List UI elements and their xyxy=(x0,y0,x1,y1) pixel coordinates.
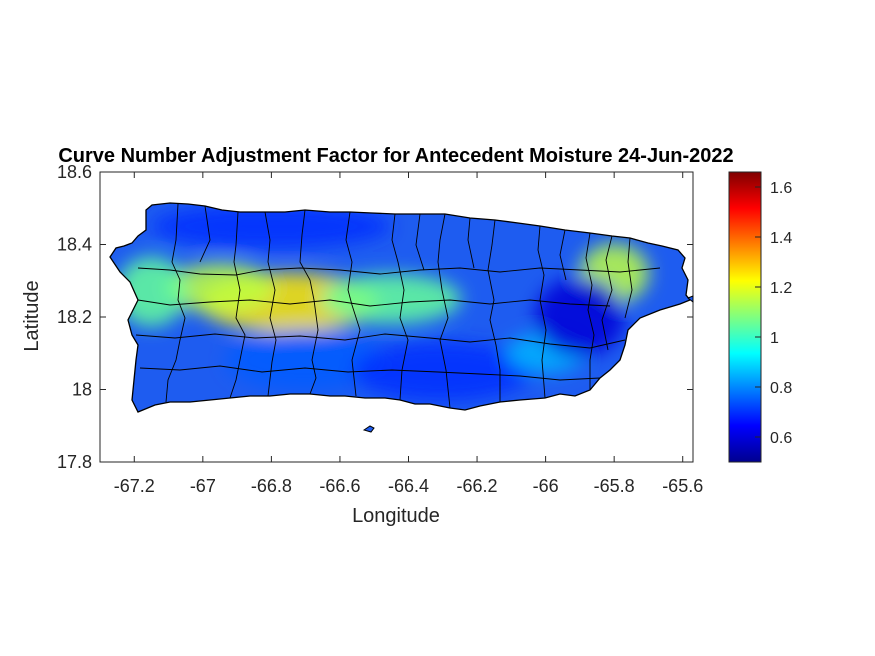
x-tick-label: -65.8 xyxy=(594,476,635,496)
municipal-boundary xyxy=(624,237,633,319)
x-tick-label: -66.2 xyxy=(457,476,498,496)
municipal-boundary xyxy=(391,213,409,401)
municipal-boundary xyxy=(415,213,425,271)
colorbar-tick-label: 0.6 xyxy=(770,430,792,447)
municipal-boundary xyxy=(467,217,475,269)
x-tick-label: -65.6 xyxy=(662,476,703,496)
island-field xyxy=(110,203,690,412)
y-tick-label: 17.8 xyxy=(57,452,92,472)
municipal-boundary xyxy=(264,211,277,397)
x-axis: -67.2 -67 -66.8 -66.6 -66.4 -66.2 -66 -65.8 -65.… xyxy=(114,172,703,496)
y-axis-label: Latitude xyxy=(21,280,43,351)
islet-vieques-edge xyxy=(687,295,694,304)
colorbar-tick-label: 1.4 xyxy=(770,230,792,247)
municipal-boundary xyxy=(137,299,611,307)
municipal-boundaries xyxy=(135,203,661,409)
municipal-boundary xyxy=(559,229,567,281)
field-blob xyxy=(151,204,392,249)
field-blob xyxy=(534,277,625,357)
colorbar-gradient xyxy=(728,171,762,463)
municipal-boundary xyxy=(137,267,661,276)
y-tick-label: 18.2 xyxy=(57,307,92,327)
x-axis-label: Longitude xyxy=(352,505,440,527)
colorbar-tick-label: 1.2 xyxy=(770,280,792,297)
municipal-boundary xyxy=(139,365,601,381)
municipal-boundary xyxy=(229,211,246,399)
islet-caja-de-muerto xyxy=(362,425,375,433)
municipal-boundary xyxy=(537,225,547,399)
municipal-boundary xyxy=(487,219,501,402)
field-blob xyxy=(352,341,533,402)
x-tick-label: -67 xyxy=(190,476,216,496)
colorbar-tick-label: 1.6 xyxy=(770,180,792,197)
municipal-boundary xyxy=(437,213,451,409)
field-blob xyxy=(225,330,386,391)
municipal-boundary xyxy=(345,211,361,397)
y-axis: 17.8 18 18.2 18.4 18.6 xyxy=(57,162,693,472)
municipal-boundary xyxy=(199,205,211,263)
x-tick-label: -66 xyxy=(533,476,559,496)
plot-area xyxy=(99,171,694,463)
island-outline xyxy=(109,202,692,413)
municipal-boundary xyxy=(299,209,319,395)
x-tick-label: -67.2 xyxy=(114,476,155,496)
municipal-boundary xyxy=(601,235,613,351)
colorbar: 0.6 0.8 1 1.2 1.4 1.6 xyxy=(728,171,792,463)
y-tick-label: 18.6 xyxy=(57,162,92,182)
x-tick-label: -66.4 xyxy=(388,476,429,496)
colorbar-tick-label: 0.8 xyxy=(770,380,792,397)
x-tick-label: -66.8 xyxy=(251,476,292,496)
municipal-boundary xyxy=(135,333,626,349)
y-tick-label: 18.4 xyxy=(57,235,92,255)
x-tick-label: -66.6 xyxy=(319,476,360,496)
field-blobs xyxy=(116,204,650,402)
field-blob xyxy=(321,273,462,324)
colorbar-tick-label: 1 xyxy=(770,330,779,347)
y-tick-label: 18 xyxy=(72,380,92,400)
colorbar-ticks: 0.6 0.8 1 1.2 1.4 1.6 xyxy=(755,180,792,447)
chart-title: Curve Number Adjustment Factor for Antec… xyxy=(58,145,733,167)
municipal-boundary xyxy=(585,232,595,390)
